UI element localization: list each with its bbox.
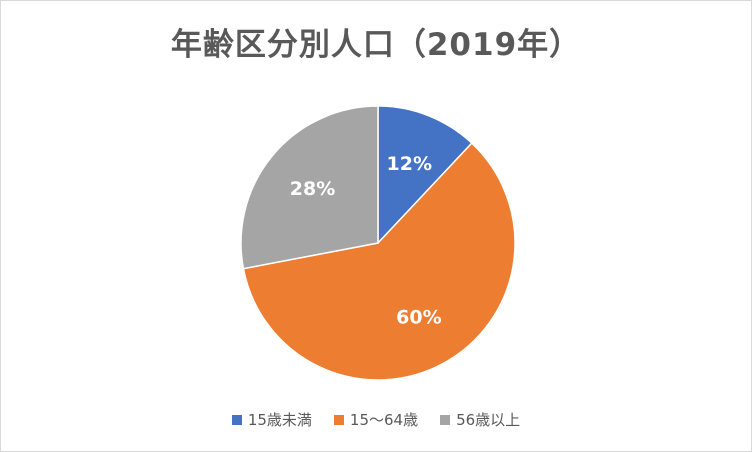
data-label-under-15: 12%: [387, 153, 432, 175]
legend-label-56-plus: 56歳以上: [456, 411, 521, 429]
data-label-56-plus: 28%: [290, 178, 335, 200]
legend-swatch-56-plus: [440, 414, 451, 425]
pie-slice-56-plus: [240, 105, 379, 270]
pie-slices: [240, 105, 516, 381]
data-label-15-64: 60%: [396, 306, 441, 328]
legend-swatch-under-15: [231, 414, 242, 425]
legend: 15歳未満 15～64歳 56歳以上: [1, 409, 751, 430]
chart-title: 年齢区分別人口（2019年）: [170, 27, 582, 63]
legend-item-15-64: 15～64歳: [333, 409, 419, 430]
legend-item-under-15: 15歳未満: [231, 409, 312, 430]
legend-swatch-15-64: [333, 414, 344, 425]
pie-slice-under-15: [377, 105, 473, 245]
pie-data-labels: 12% 60% 28%: [290, 153, 442, 328]
legend-label-under-15: 15歳未満: [247, 411, 312, 429]
legend-item-56-plus: 56歳以上: [440, 409, 520, 430]
pie-slice-15-64: [242, 142, 516, 381]
legend-label-15-64: 15～64歳: [349, 411, 419, 429]
